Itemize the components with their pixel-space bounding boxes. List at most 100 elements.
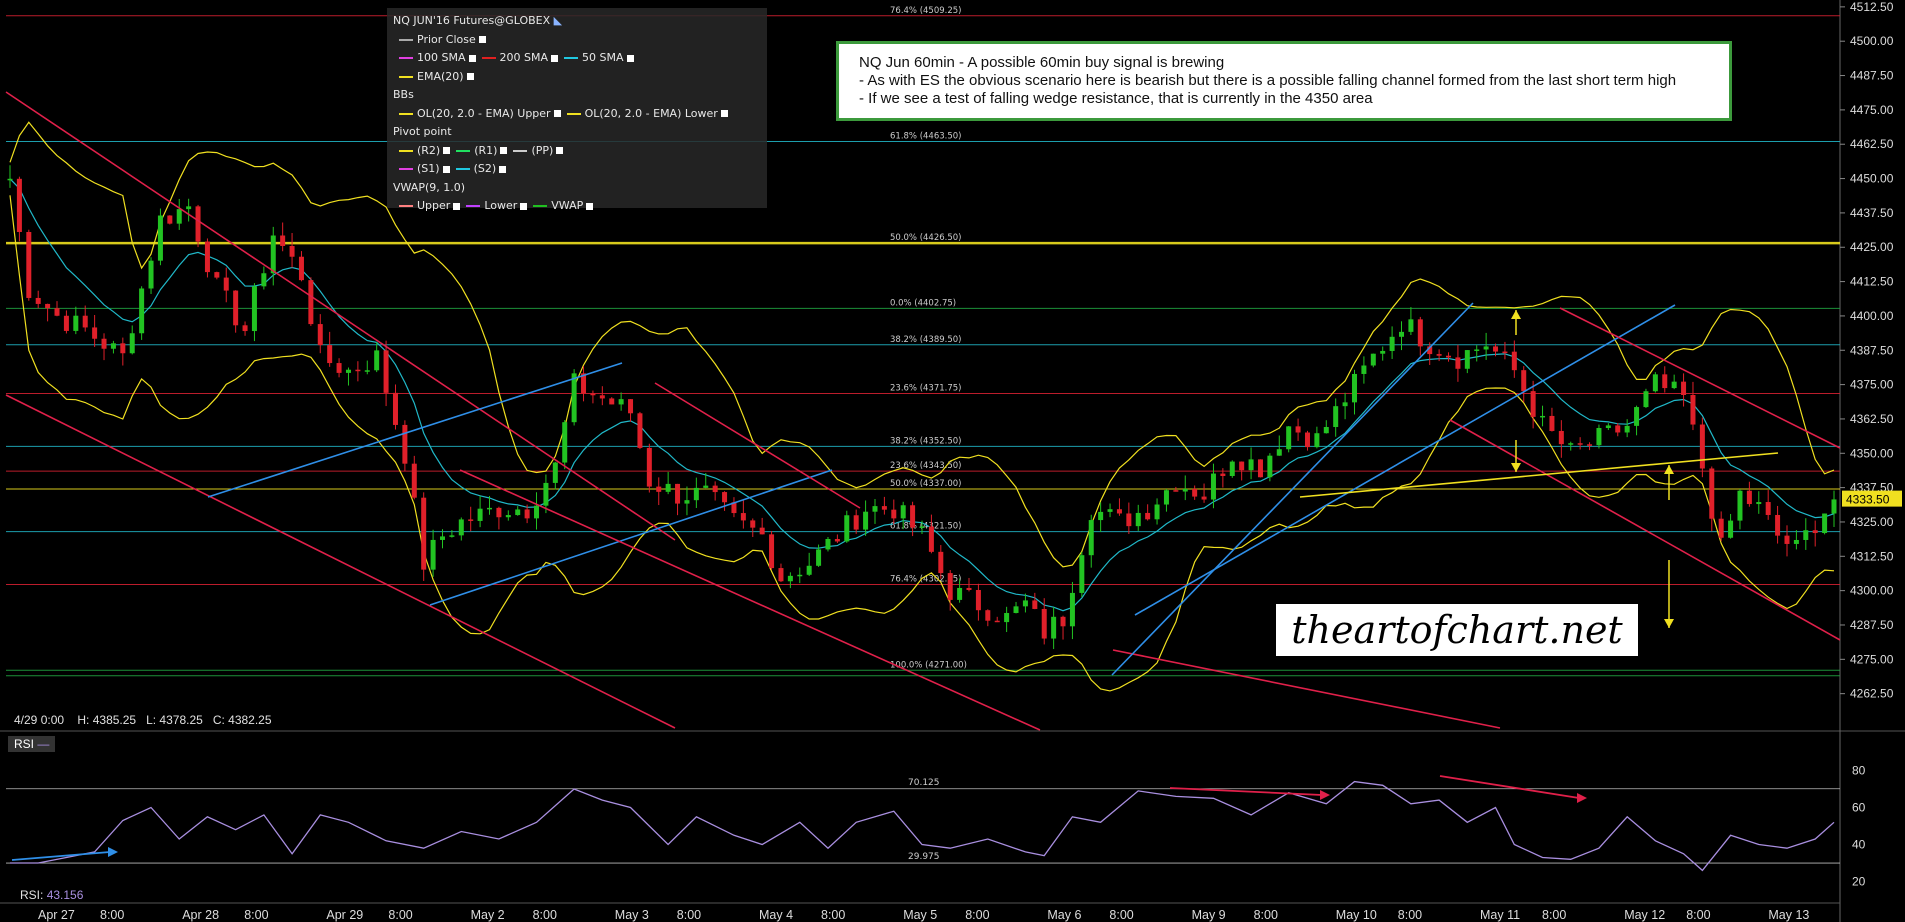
rsi-panel-label[interactable]: RSI — [8,736,56,752]
candle-body-157 [1483,346,1489,350]
candle-body-135 [1276,449,1282,456]
y-tick-label-11: 4375.00 [1850,378,1894,392]
candle-body-166 [1568,443,1574,445]
candle-body-80 [759,527,765,535]
candles [7,165,1837,650]
candle-body-16 [157,215,163,261]
trend-line-5 [459,469,1041,731]
candle-body-124 [1173,490,1179,492]
fib-label-2: 50.0% (4426.50) [890,233,962,243]
rsi-value-readout: RSI: 43.156 [20,888,83,902]
candle-body-144 [1361,365,1367,374]
candle-body-63 [599,395,605,399]
legend-prior-close[interactable]: Prior Close [393,31,761,50]
candle-body-64 [609,398,615,405]
x-label-19: 8:00 [1398,908,1422,922]
y-tick-label-17: 4300.00 [1850,584,1894,598]
candle-body-86 [816,549,822,566]
candle-body-192 [1812,530,1818,534]
candle-body-109 [1032,600,1038,609]
note-line-1: NQ Jun 60min - A possible 60min buy sign… [859,54,1225,71]
candle-body-89 [844,515,850,542]
candle-body-141 [1333,406,1339,428]
fib-label-10: 76.4% (4302.25) [890,574,962,584]
candle-body-5 [54,308,60,316]
arrow-up-1-head [1511,310,1521,319]
x-label-1: 8:00 [100,908,124,922]
candle-body-140 [1323,427,1329,434]
trend-line-11 [1299,452,1779,498]
candle-body-113 [1069,592,1075,627]
legend-sma[interactable]: 100 SMA 200 SMA 50 SMA [393,49,761,68]
candle-body-158 [1493,346,1499,352]
fib-label-7: 23.6% (4343.50) [890,461,962,471]
legend-vwap-lines[interactable]: Upper Lower VWAP [393,197,761,216]
x-label-24: May 13 [1768,908,1809,922]
indicator-legend[interactable]: NQ JUN'16 Futures@GLOBEX ◣ Prior Close 1… [387,8,767,212]
candle-body-72 [684,500,690,504]
y-tick-label-18: 4287.50 [1850,618,1894,632]
candle-body-183 [1728,520,1734,538]
candle-body-182 [1718,518,1724,538]
candle-body-186 [1756,502,1762,505]
y-tick-label-8: 4412.50 [1850,275,1894,289]
candle-body-82 [778,568,784,582]
candle-body-85 [806,565,812,575]
candle-body-10 [101,338,107,349]
candle-body-58 [552,462,558,483]
candle-body-87 [825,538,831,550]
candle-body-7 [73,315,79,331]
rsi-value-label: RSI: [20,888,44,902]
candle-body-100 [947,573,953,600]
candle-body-164 [1549,415,1555,431]
candle-body-74 [703,485,709,488]
candle-body-90 [853,515,859,530]
x-label-20: May 11 [1480,908,1520,922]
x-label-16: May 9 [1192,908,1226,922]
bb-upper-line [9,121,1835,568]
y-tick-label-6: 4437.50 [1850,206,1894,220]
candle-body-108 [1022,600,1028,607]
candle-body-76 [722,492,728,503]
legend-bb-bands[interactable]: OL(20, 2.0 - EMA) Upper OL(20, 2.0 - EMA)… [393,105,761,124]
x-label-0: Apr 27 [38,908,75,922]
candle-body-132 [1248,459,1254,471]
candle-body-92 [872,506,878,512]
candle-body-1 [16,178,22,233]
candle-body-145 [1370,353,1376,366]
candle-body-70 [665,483,671,492]
candle-body-20 [195,206,201,242]
trend-line-6 [1112,649,1501,729]
legend-pivot-r[interactable]: (R2) (R1) (PP) [393,142,761,161]
candle-body-47 [449,535,455,537]
y-tick-label-19: 4275.00 [1850,652,1894,666]
rsi-tick-label-0: 80 [1852,764,1866,778]
candle-body-15 [148,260,154,289]
candle-body-159 [1502,351,1508,354]
candle-body-131 [1239,461,1245,471]
candle-body-99 [938,551,944,574]
rsi-level-label-1: 29.975 [908,852,940,862]
candle-body-57 [543,482,549,506]
candle-body-21 [204,241,210,273]
candle-body-62 [590,393,596,396]
candle-body-161 [1521,370,1527,392]
candle-body-55 [524,509,530,519]
y-tick-label-12: 4362.50 [1850,412,1894,426]
candle-body-56 [534,505,540,519]
candle-body-33 [317,324,323,346]
legend-pivot-s[interactable]: (S1) (S2) [393,160,761,179]
candle-body-189 [1784,535,1790,544]
arrow-up-2-head [1664,465,1674,474]
legend-ema[interactable]: EMA(20) [393,68,761,87]
candle-body-184 [1737,490,1743,521]
candle-body-9 [92,327,98,339]
candle-body-88 [834,538,840,542]
candle-body-138 [1304,432,1310,448]
candle-body-194 [1831,499,1837,514]
fib-label-3: 0.0% (4402.75) [890,298,956,308]
candle-body-175 [1652,374,1658,392]
legend-pivot: Pivot point [393,125,452,138]
arrow-down-2-head [1664,619,1674,628]
